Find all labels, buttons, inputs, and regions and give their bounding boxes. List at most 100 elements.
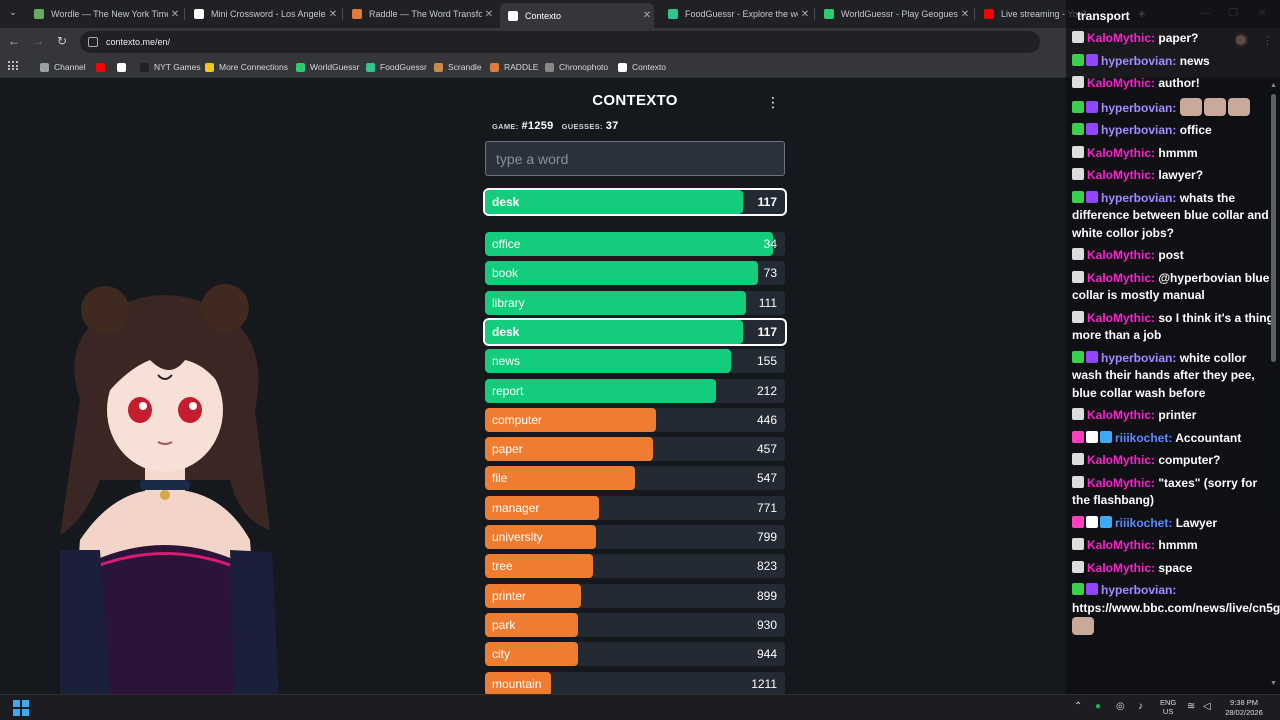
tab-foodguessr-explore-t[interactable]: FoodGuessr - Explore the world✕ xyxy=(660,4,812,24)
tray-overflow-icon[interactable]: ⌃ xyxy=(1074,701,1083,712)
volume-icon[interactable]: ◁ xyxy=(1203,701,1211,712)
chat-badges xyxy=(1072,538,1084,550)
chat-username[interactable]: KaloMythic xyxy=(1087,248,1152,262)
address-bar[interactable]: contexto.me/en/ xyxy=(80,31,1040,53)
chat-username[interactable]: KaloMythic xyxy=(1087,538,1152,552)
tab-worldguessr-play-geo[interactable]: WorldGuessr - Play Geoguessr ✕ xyxy=(816,4,972,24)
guess-distance-bar xyxy=(485,261,758,286)
tab-title: Live streaming - YouTube Studio xyxy=(1001,9,1086,19)
chat-badges xyxy=(1072,100,1098,113)
guess-rank: 155 xyxy=(756,354,777,369)
tab-separator xyxy=(184,8,185,20)
bookmark-icon-2[interactable] xyxy=(117,59,131,75)
bookmarks-bar: Channel NYT Games More Connections WorldGue… xyxy=(0,56,1280,78)
guess-rank: 771 xyxy=(756,500,777,515)
tab-close-icon[interactable]: ✕ xyxy=(960,8,970,20)
chat-message: riiikochet: Lawyer xyxy=(1072,515,1274,533)
tab-close-icon[interactable]: ✕ xyxy=(642,10,652,21)
chat-message: hyperbovian: whats the difference betwee… xyxy=(1072,190,1274,243)
guess-count: 37 xyxy=(605,120,619,132)
tab-title: FoodGuessr - Explore the world xyxy=(685,9,798,19)
tab-close-icon[interactable]: ✕ xyxy=(328,8,338,20)
chat-username[interactable]: KaloMythic xyxy=(1087,475,1152,490)
guess-distance-bar xyxy=(485,583,581,608)
chat-message: hyperbovian: news xyxy=(1072,53,1274,71)
scroll-down-arrow[interactable]: ▼ xyxy=(1270,680,1277,687)
game-menu-icon[interactable]: ⋮ xyxy=(766,94,780,110)
microphone-icon[interactable]: ♪ xyxy=(1138,701,1143,712)
chat-message: KaloMythic: printer xyxy=(1072,407,1274,425)
tab-wordle-the-new-york-[interactable]: Wordle — The New York Times ✕ xyxy=(26,4,182,24)
app-tray-icon[interactable]: ◎ xyxy=(1116,701,1125,712)
game-label: GAME: xyxy=(492,122,519,131)
chat-username[interactable]: KaloMythic xyxy=(1087,76,1152,90)
bookmark-label: Chronophoto xyxy=(559,62,609,72)
chat-emote-icon xyxy=(1227,97,1250,116)
bookmark-channel[interactable]: Channel xyxy=(40,59,86,75)
guess-rank: 930 xyxy=(756,617,777,632)
bookmark-foodguessr[interactable]: FoodGuessr xyxy=(366,59,427,75)
chat-badges xyxy=(1072,310,1084,323)
chat-username[interactable]: hyperbovian xyxy=(1101,100,1173,115)
chat-badge-icon xyxy=(1100,430,1112,443)
chat-username[interactable]: hyperbovian xyxy=(1101,53,1173,68)
wifi-icon[interactable]: ≋ xyxy=(1187,701,1196,712)
tab-live-streaming-youtu[interactable]: Live streaming - YouTube Studio xyxy=(976,4,1086,24)
chat-text: so I think it's a thing more than a job xyxy=(1072,310,1274,343)
chat-username[interactable]: KaloMythic xyxy=(1087,270,1152,285)
chat-separator: : xyxy=(1172,53,1180,68)
chat-username[interactable]: hyperbovian xyxy=(1101,190,1173,205)
scrollbar-thumb[interactable] xyxy=(1271,94,1276,362)
reload-icon[interactable]: ↻ xyxy=(56,34,68,48)
chat-username[interactable]: hyperbovian xyxy=(1101,583,1173,597)
bookmark-more-connections[interactable]: More Connections xyxy=(205,59,288,75)
tab-mini-crossword-los-a[interactable]: Mini Crossword - Los Angeles T ✕ xyxy=(186,4,340,24)
chat-username[interactable]: KaloMythic xyxy=(1087,560,1152,575)
bookmark-contexto[interactable]: Contexto xyxy=(618,59,666,75)
bookmark-icon xyxy=(618,62,627,72)
tab-close-icon[interactable]: ✕ xyxy=(170,8,180,20)
bookmark-chronophoto[interactable]: Chronophoto xyxy=(545,59,608,75)
tab-contexto[interactable]: Contexto ✕ xyxy=(500,3,654,28)
site-info-icon[interactable] xyxy=(88,37,98,47)
windows-start-icon[interactable] xyxy=(13,700,29,716)
bookmark-worldguessr[interactable]: WorldGuessr xyxy=(296,59,359,75)
chat-username[interactable]: KaloMythic xyxy=(1087,408,1152,422)
chat-badge-icon xyxy=(1072,515,1084,528)
bookmark-nyt-games[interactable]: NYT Games xyxy=(140,59,201,75)
back-icon[interactable]: ← xyxy=(8,34,20,48)
bookmark-icon-1[interactable] xyxy=(96,59,110,75)
bookmark-raddle[interactable]: RADDLE xyxy=(490,59,538,75)
guess-word: desk xyxy=(492,324,520,339)
system-clock[interactable]: 9:38 PM 28/02/2026 xyxy=(1222,698,1266,718)
chat-text: Accountant xyxy=(1175,430,1242,445)
chat-username[interactable]: KaloMythic xyxy=(1087,310,1152,325)
chat-badge-icon xyxy=(1086,430,1098,443)
chat-badge-icon xyxy=(1072,100,1084,113)
chat-username[interactable]: KaloMythic xyxy=(1087,145,1152,160)
chat-username[interactable]: riiikochet xyxy=(1115,430,1169,445)
tab-close-icon[interactable]: ✕ xyxy=(800,8,810,20)
forward-icon[interactable]: → xyxy=(32,34,44,48)
chat-username[interactable]: hyperbovian xyxy=(1101,123,1173,137)
chat-username[interactable]: KaloMythic xyxy=(1087,31,1152,45)
chat-badge-icon xyxy=(1072,145,1084,158)
tab-title: Mini Crossword - Los Angeles T xyxy=(211,9,326,19)
spotify-icon[interactable]: ● xyxy=(1095,701,1102,712)
tab-close-icon[interactable]: ✕ xyxy=(484,8,494,20)
word-input[interactable] xyxy=(485,141,785,176)
bookmark-scrandle[interactable]: Scrandle xyxy=(434,59,482,75)
apps-grid-icon[interactable] xyxy=(8,61,18,71)
input-language[interactable]: ENG US xyxy=(1160,698,1176,716)
tab-separator xyxy=(814,8,815,20)
chat-username[interactable]: KaloMythic xyxy=(1087,453,1152,467)
scroll-up-arrow[interactable]: ▲ xyxy=(1270,82,1277,89)
url-text[interactable]: contexto.me/en/ xyxy=(106,37,171,47)
tab-search-icon[interactable]: ⌄ xyxy=(9,7,17,17)
chat-username[interactable]: riiikochet xyxy=(1115,515,1169,530)
chat-username[interactable]: KaloMythic xyxy=(1087,168,1152,182)
guess-word: city xyxy=(492,647,510,662)
bookmark-icon xyxy=(40,62,49,72)
tab-raddle-the-word-tran[interactable]: Raddle — The Word Transform ✕ xyxy=(344,4,496,24)
chat-username[interactable]: hyperbovian xyxy=(1101,350,1173,365)
